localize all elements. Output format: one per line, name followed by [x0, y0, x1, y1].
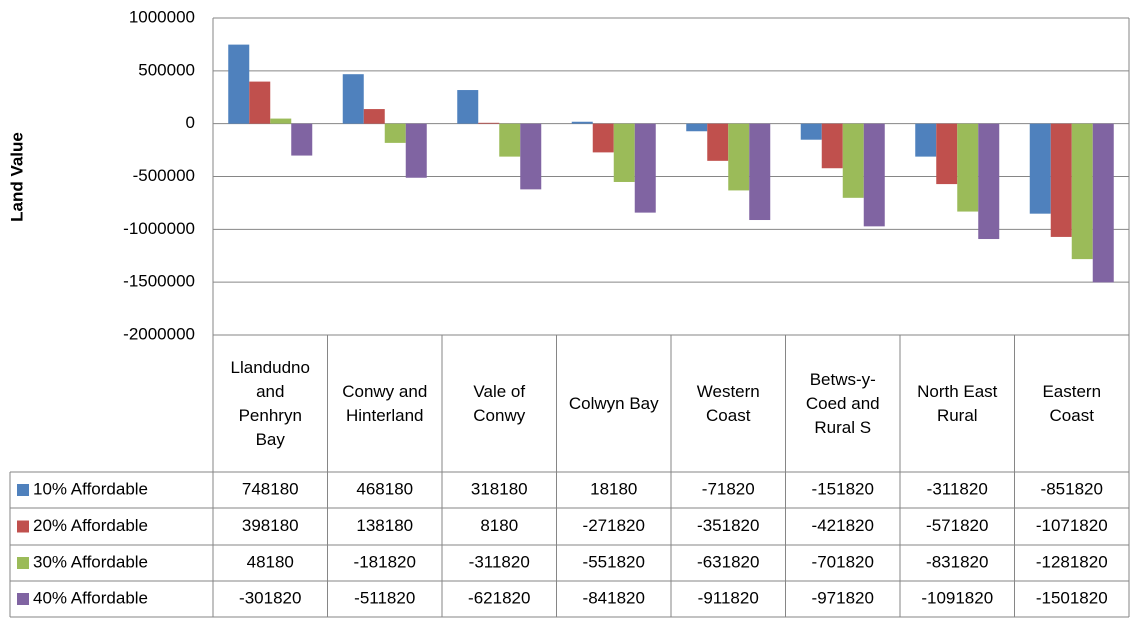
bar [1029, 123, 1051, 214]
table-value: -1281820 [1036, 552, 1108, 571]
table-value: 8180 [480, 516, 518, 535]
x-tick-label: Llandudno and Penhryn Bay [230, 357, 310, 449]
table-value: -421820 [812, 516, 874, 535]
x-tick-label: Conwy and Hinterland [342, 381, 428, 425]
table-value: -301820 [239, 588, 301, 607]
table-value: -181820 [354, 552, 416, 571]
table-value: -71820 [702, 479, 755, 498]
bar [686, 123, 708, 132]
table-value: -311820 [469, 552, 530, 571]
bar [821, 123, 843, 169]
table-value: -621820 [468, 588, 530, 607]
bar [728, 123, 750, 191]
bar [634, 123, 656, 213]
bar [749, 123, 771, 221]
table-value: -631820 [697, 552, 759, 571]
y-tick-label: -1500000 [123, 272, 195, 291]
bar [1050, 123, 1072, 237]
table-value: 748180 [242, 479, 299, 498]
bar [915, 123, 937, 157]
x-tick-label: North East Rural [917, 381, 998, 425]
y-tick-label: 0 [186, 113, 195, 132]
bar [1071, 123, 1093, 260]
table-value: 468180 [356, 479, 413, 498]
table-value: -351820 [697, 516, 759, 535]
table-value: -971820 [812, 588, 874, 607]
table-value: -271820 [583, 516, 645, 535]
bar [800, 123, 822, 140]
legend-label: 20% Affordable [33, 516, 148, 535]
table-value: -841820 [583, 588, 645, 607]
x-tick-label: Colwyn Bay [568, 393, 659, 413]
bar [249, 81, 271, 124]
table-value: 18180 [590, 479, 637, 498]
bar [499, 123, 521, 157]
bar [613, 123, 635, 182]
table-value: -851820 [1041, 479, 1103, 498]
legend-swatch [17, 557, 29, 569]
y-axis-label: Land Value [7, 132, 26, 222]
bar [863, 123, 885, 227]
bar [405, 123, 427, 178]
table-value: -1071820 [1036, 516, 1108, 535]
table-value: -511820 [354, 588, 415, 607]
table-value: 48180 [247, 552, 294, 571]
x-tick-label: Eastern Coast [1042, 381, 1102, 425]
bar [457, 90, 479, 124]
legend-swatch [17, 520, 29, 533]
bar [571, 121, 593, 124]
x-tick-label: Western Coast [696, 381, 760, 425]
y-tick-label: -1000000 [123, 219, 195, 238]
table-value: -831820 [926, 552, 988, 571]
table-value: 138180 [356, 516, 413, 535]
table-value: 398180 [242, 516, 299, 535]
table-value: -1501820 [1036, 588, 1108, 607]
bar [592, 123, 614, 153]
y-tick-label: -500000 [133, 166, 195, 185]
bar [270, 118, 292, 124]
table-value: -571820 [926, 516, 988, 535]
table-value: 318180 [471, 479, 528, 498]
bar [520, 123, 542, 190]
bar [707, 123, 729, 161]
legend-label: 40% Affordable [33, 588, 148, 607]
bar [342, 74, 364, 124]
bar [478, 122, 500, 124]
bar [978, 123, 1000, 240]
bar [936, 123, 958, 185]
bar [291, 123, 313, 156]
bar [228, 44, 250, 124]
legend-label: 30% Affordable [33, 552, 148, 571]
legend-label: 10% Affordable [33, 479, 148, 498]
bar [363, 109, 385, 124]
bar [384, 123, 406, 143]
table-value: -311820 [927, 479, 988, 498]
y-tick-label: -2000000 [123, 324, 195, 343]
legend-swatch [17, 593, 29, 605]
table-value: -551820 [583, 552, 645, 571]
bar [957, 123, 979, 212]
bar [842, 123, 864, 198]
table-value: -701820 [812, 552, 874, 571]
table-value: -1091820 [921, 588, 993, 607]
table-value: -911820 [698, 588, 759, 607]
legend-swatch [17, 484, 29, 496]
x-tick-label: Vale of Conwy [473, 381, 526, 425]
table-value: -151820 [812, 479, 874, 498]
x-tick-label: Betws-y-Coed and Rural S [805, 369, 880, 437]
bar [1092, 123, 1114, 283]
y-tick-label: 1000000 [129, 7, 195, 26]
y-tick-label: 500000 [138, 60, 195, 79]
